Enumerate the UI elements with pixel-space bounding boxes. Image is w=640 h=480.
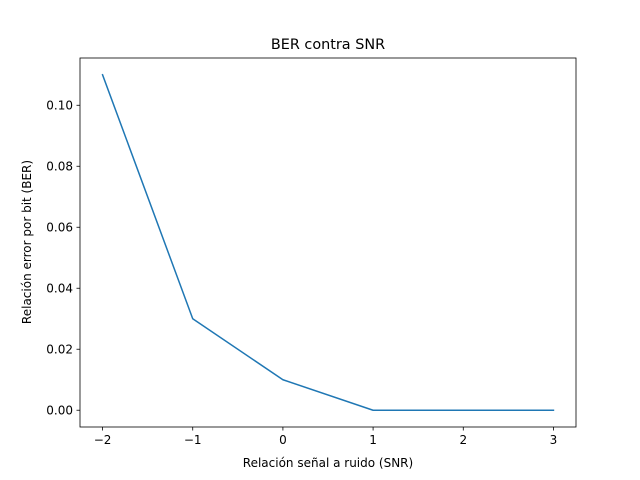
axes-frame [79, 57, 577, 428]
x-tick-label: −1 [184, 433, 202, 447]
x-tick-label: 3 [550, 433, 558, 447]
y-tick-label: 0.00 [46, 404, 73, 418]
x-axis-label: Relación señal a ruido (SNR) [243, 456, 413, 470]
x-tick-label: −2 [94, 433, 112, 447]
y-axis-label: Relación error por bit (BER) [20, 160, 34, 324]
y-tick-label: 0.04 [46, 282, 73, 296]
y-tick-label: 0.08 [46, 160, 73, 174]
plot-area: −2 −1 0 1 2 3 0.00 0.02 0.04 0.06 0.08 0.10 [46, 57, 577, 447]
x-tick-label: 0 [279, 433, 287, 447]
y-tick-label: 0.02 [46, 343, 73, 357]
x-tick-label: 2 [459, 433, 467, 447]
chart-title: BER contra SNR [271, 37, 385, 53]
y-tick-label: 0.06 [46, 221, 73, 235]
y-tick-label: 0.10 [46, 99, 73, 113]
series-line-0 [101, 73, 555, 411]
x-tick-label: 1 [369, 433, 377, 447]
